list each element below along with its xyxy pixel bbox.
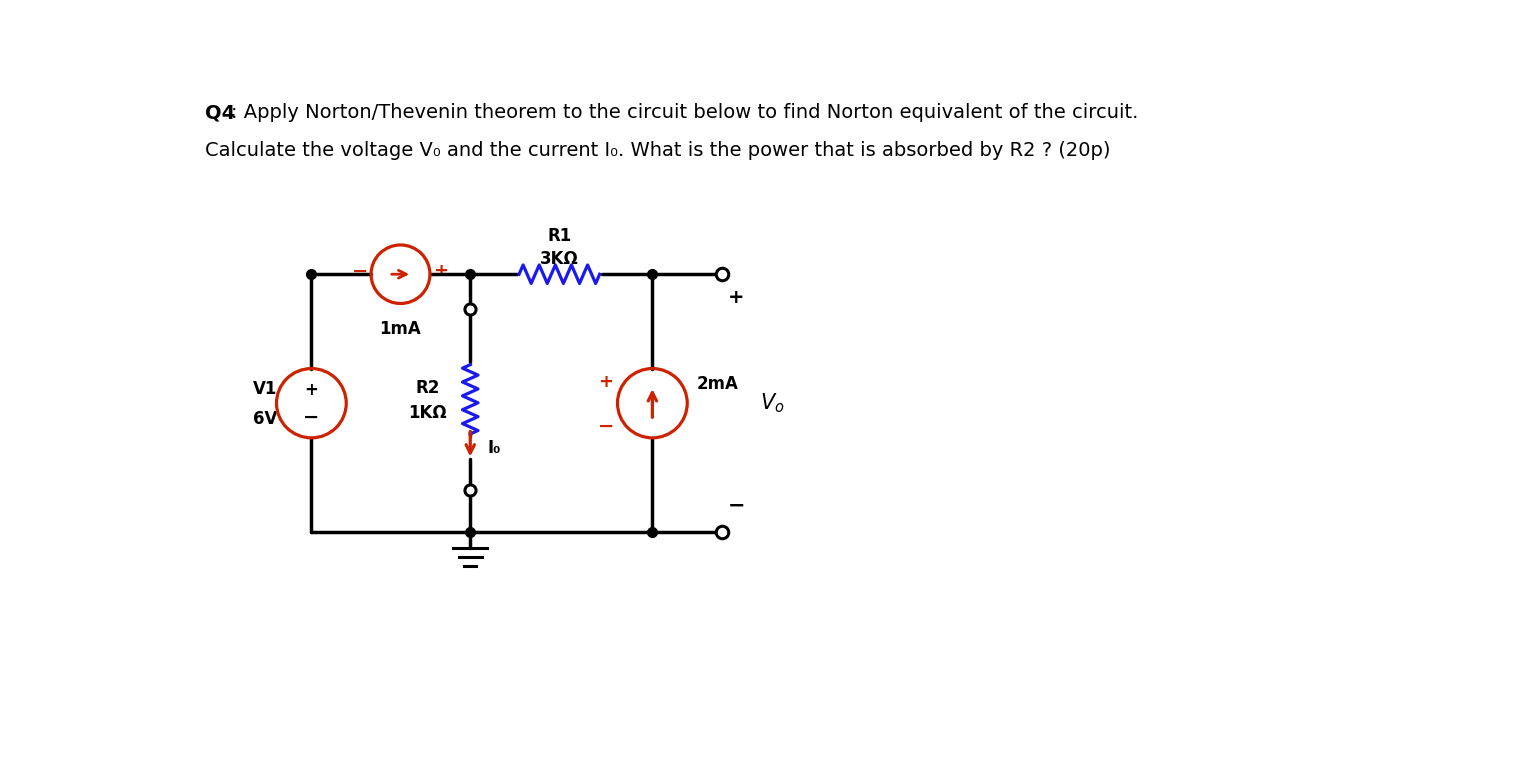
Text: I₀: I₀ [487,439,500,457]
Text: $V_o$: $V_o$ [760,391,785,415]
Text: 2mA: 2mA [696,375,739,393]
Text: +: + [433,262,448,280]
Text: −: − [352,262,369,280]
Text: 3KΩ: 3KΩ [540,250,578,268]
Text: R1: R1 [548,227,572,245]
Text: +: + [304,381,318,399]
Text: −: − [727,495,745,515]
Text: −: − [598,417,614,436]
Text: 1KΩ: 1KΩ [409,404,447,422]
Text: : Apply Norton/Thevenin theorem to the circuit below to find Norton equivalent o: : Apply Norton/Thevenin theorem to the c… [231,103,1138,122]
Text: V1: V1 [252,381,277,399]
Text: 1mA: 1mA [379,321,421,338]
Text: Calculate the voltage V₀ and the current I₀. What is the power that is absorbed : Calculate the voltage V₀ and the current… [205,141,1111,160]
Text: −: − [303,408,320,427]
Text: R2: R2 [416,379,439,396]
Text: +: + [728,288,744,307]
Text: Q4: Q4 [205,103,236,122]
Text: 6V: 6V [252,409,277,428]
Text: +: + [598,373,614,390]
